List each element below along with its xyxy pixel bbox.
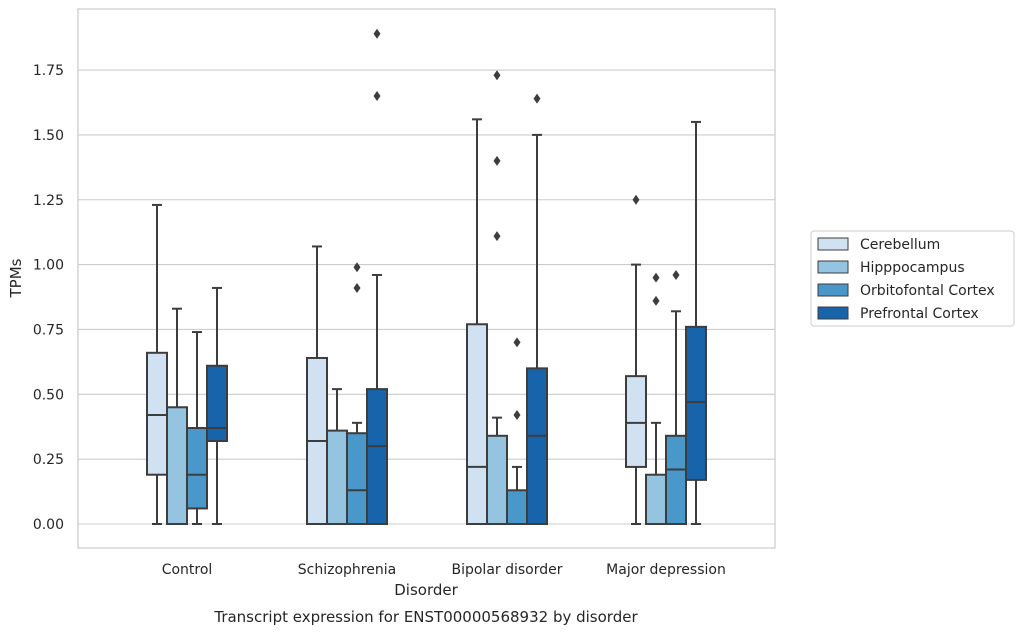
legend-label: Hipppocampus	[860, 260, 965, 276]
outlier-point	[513, 337, 521, 348]
y-tick-label: 0.50	[33, 387, 64, 403]
box-groups	[146, 28, 707, 526]
box-cerebellum	[625, 194, 647, 525]
plot-area-frame	[77, 8, 776, 549]
iqr-box	[166, 406, 188, 525]
box-hipppocampus	[326, 388, 348, 525]
box-orbitofontal-cortex	[665, 269, 687, 525]
box-cerebellum	[466, 118, 488, 525]
y-tick-label: 1.00	[33, 258, 64, 274]
x-axis-label: Disorder	[394, 581, 458, 599]
iqr-box	[685, 325, 707, 481]
outlier-point	[353, 282, 361, 293]
outlier-point	[632, 194, 640, 205]
legend-frame	[810, 230, 1015, 327]
box-orbitofontal-cortex	[186, 331, 208, 525]
legend: Cerebellum Hipppocampus Orbitofontal Corte…	[810, 230, 1015, 327]
box-cerebellum	[306, 245, 328, 526]
outlier-point	[353, 262, 361, 273]
y-tick-label: 0.25	[33, 452, 64, 468]
box-prefrontal-cortex	[366, 28, 388, 525]
iqr-box	[146, 351, 168, 476]
legend-label: Prefrontal Cortex	[860, 306, 979, 322]
box-cerebellum	[146, 203, 168, 525]
outlier-point	[493, 155, 501, 166]
box-orbitofontal-cortex	[506, 337, 528, 526]
outlier-point	[493, 70, 501, 81]
outlier-point	[652, 272, 660, 283]
box-orbitofontal-cortex	[346, 262, 368, 525]
legend-label: Orbitofontal Cortex	[860, 283, 995, 299]
box-hipppocampus	[486, 70, 508, 525]
y-tick-label: 0.00	[33, 517, 64, 533]
legend-swatch	[817, 237, 849, 251]
iqr-box	[665, 434, 687, 525]
iqr-box	[486, 434, 508, 525]
outlier-point	[672, 269, 680, 280]
iqr-box	[645, 473, 667, 525]
outlier-point	[373, 90, 381, 101]
box-hipppocampus	[166, 307, 188, 525]
outlier-point	[513, 410, 521, 421]
legend-swatch	[817, 283, 849, 297]
legend-swatch	[817, 260, 849, 274]
y-axis-label: TPMs	[7, 258, 25, 298]
x-tick-labels: Control Schizophrenia Bipolar disorder Majo…	[162, 562, 726, 578]
iqr-box	[526, 367, 548, 525]
chart-title: Transcript expression for ENST0000056893…	[213, 608, 638, 626]
iqr-box	[466, 323, 488, 525]
legend-label: Cerebellum	[860, 237, 940, 253]
box-prefrontal-cortex	[685, 120, 707, 525]
box-prefrontal-cortex	[526, 93, 548, 525]
iqr-box	[366, 388, 388, 525]
iqr-box	[326, 429, 348, 525]
outlier-point	[493, 231, 501, 242]
x-tick-label: Bipolar disorder	[451, 562, 562, 578]
y-tick-label: 1.50	[33, 128, 64, 144]
x-tick-label: Schizophrenia	[298, 562, 396, 578]
outlier-point	[533, 93, 541, 104]
outlier-point	[373, 28, 381, 39]
x-tick-label: Control	[162, 562, 213, 578]
iqr-box	[186, 427, 208, 510]
y-tick-labels: 0.00 0.25 0.50 0.75 1.00 1.25 1.50 1.75	[33, 63, 64, 533]
x-tick-label: Major depression	[606, 562, 726, 578]
box-hipppocampus	[645, 272, 667, 525]
legend-swatch	[817, 306, 849, 320]
iqr-box	[206, 364, 228, 442]
y-tick-label: 0.75	[33, 322, 64, 338]
iqr-box	[506, 489, 528, 526]
iqr-box	[346, 432, 368, 525]
iqr-box	[625, 375, 647, 468]
outlier-point	[652, 295, 660, 306]
y-tick-label: 1.25	[33, 193, 64, 209]
box-prefrontal-cortex	[206, 286, 228, 525]
y-tick-label: 1.75	[33, 63, 64, 79]
